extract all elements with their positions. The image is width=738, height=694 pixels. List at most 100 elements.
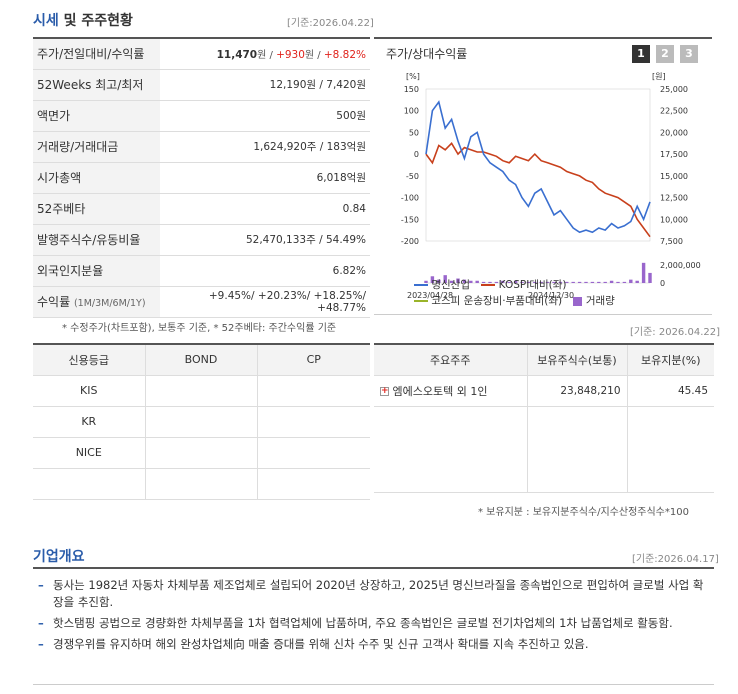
quote-label: 수익률 (1M/3M/6M/1Y) xyxy=(33,286,160,318)
chart-tab-2[interactable]: 2 xyxy=(656,45,674,63)
holder-name-cell[interactable]: + 엠에스오토텍 외 1인 xyxy=(374,374,528,407)
left-tick-label: 150 xyxy=(404,85,419,94)
plot-frame xyxy=(425,88,651,242)
volume-bar xyxy=(648,272,652,283)
quote-label: 주가/전일대비/수익률 xyxy=(33,38,160,70)
volume-bar xyxy=(424,280,428,283)
quote-footnote: * 수정주가(차트포함), 보통주 기준, * 52주베타: 주간수익률 기준 xyxy=(62,323,337,334)
volume-bar xyxy=(533,281,537,283)
quote-table: 주가/전일대비/수익률 11,470원 / +930원 / +8.82% 52W… xyxy=(33,37,370,318)
right-unit: [원] xyxy=(652,72,666,81)
credit-cp xyxy=(256,374,370,407)
table-row xyxy=(33,467,370,500)
quote-label: 거래량/거래대금 xyxy=(33,131,160,163)
holders-table: 주요주주 보유주식수(보통) 보유지분(%) + 엠에스오토텍 외 1인 23,… xyxy=(374,343,714,493)
volume-bar xyxy=(565,281,569,283)
holders-header-row: 주요주주 보유주식수(보통) 보유지분(%) xyxy=(374,343,714,376)
quote-label: 52주베타 xyxy=(33,193,160,225)
quote-row: 시가총액 6,018억원 xyxy=(33,162,370,194)
credit-agency: KIS xyxy=(33,374,146,407)
volume-bar xyxy=(641,262,646,283)
left-tick-label: 50 xyxy=(409,128,419,137)
volume-bar xyxy=(577,281,582,283)
company-overview: – 동사는 1982년 자동차 차체부품 제조업체로 설립되어 2020년 상장하… xyxy=(33,567,714,685)
list-item: – 동사는 1982년 자동차 차체부품 제조업체로 설립되어 2020년 상장하… xyxy=(38,578,704,609)
volume-bar xyxy=(609,280,614,283)
right-tick-label: 17,500 xyxy=(660,150,688,159)
credit-agency: NICE xyxy=(33,436,146,469)
credit-cp xyxy=(256,467,370,500)
legend-volume[interactable]: 거래량 xyxy=(573,295,615,307)
credit-header: BOND xyxy=(144,343,258,376)
expand-icon[interactable]: + xyxy=(380,386,389,396)
holders-header: 보유주식수(보통) xyxy=(526,343,628,376)
list-item: – 핫스탬핑 공법으로 경량화한 차체부품을 1차 협력업체에 납품하며, 주요 … xyxy=(38,616,673,630)
volume-bar xyxy=(462,279,467,283)
empty-cell xyxy=(526,405,628,493)
volume-bar xyxy=(520,281,524,283)
stock-return-line xyxy=(425,100,651,234)
left-tick-label: -200 xyxy=(401,237,419,246)
quote-label: 52Weeks 최고/최저 xyxy=(33,69,160,101)
quote-value: 1,624,920주 / 183억원 xyxy=(160,131,370,163)
chart-legend: 명신산업 KOSPI대비(좌) 코스피 운송장비·부품대비(좌) 거래량 xyxy=(414,277,712,309)
kospi-relative-line xyxy=(425,141,651,238)
chart-tab-1[interactable]: 1 xyxy=(632,45,650,63)
quote-row: 발행주식수/유동비율 52,470,133주 / 54.49% xyxy=(33,224,370,256)
volume-tick-label: 2,000,000 xyxy=(660,261,701,270)
quote-row: 거래량/거래대금 1,624,920주 / 183억원 xyxy=(33,131,370,163)
empty-cell xyxy=(626,405,714,493)
dash-icon: – xyxy=(38,578,44,592)
left-tick-label: 100 xyxy=(404,107,419,116)
quote-label: 발행주식수/유동비율 xyxy=(33,224,160,256)
quote-value: 6,018억원 xyxy=(160,162,370,194)
holders-header: 보유지분(%) xyxy=(626,343,714,376)
legend-sector[interactable]: 코스피 운송장비·부품대비(좌) xyxy=(414,295,562,307)
volume-bar xyxy=(475,280,479,283)
dash-icon: – xyxy=(38,616,44,630)
quote-value: 12,190원 / 7,420원 xyxy=(160,69,370,101)
company-title: 기업개요 xyxy=(33,549,85,565)
quote-value: 500원 xyxy=(160,100,370,132)
legend-stock[interactable]: 명신산업 xyxy=(414,279,470,291)
company-date: [기준:2026.04.17] xyxy=(632,554,719,565)
credit-table: 신용등급 BOND CP KIS KR NICE xyxy=(33,343,370,500)
list-item: – 경쟁우위를 유지하며 해외 완성차업체向 매출 증대를 위해 신차 수주 및 … xyxy=(38,637,589,651)
empty-cell xyxy=(374,405,528,493)
quote-value: 0.84 xyxy=(160,193,370,225)
volume-bar xyxy=(507,281,511,283)
holder-shares: 23,848,210 xyxy=(526,374,628,407)
quote-date: [기준:2026.04.22] xyxy=(287,18,374,29)
chart-svg: [%] [원] 150 100 50 0 -50 -100 -150 -200 25,000 2… xyxy=(401,72,701,299)
legend-kospi[interactable]: KOSPI대비(좌) xyxy=(481,279,567,291)
credit-header-row: 신용등급 BOND CP xyxy=(33,343,370,376)
table-row xyxy=(374,405,714,493)
volume-bar xyxy=(545,281,550,283)
quote-label: 시가총액 xyxy=(33,162,160,194)
left-tick-label: 0 xyxy=(414,150,419,159)
dash-icon: – xyxy=(38,637,44,651)
table-row: NICE xyxy=(33,436,370,469)
volume-bar xyxy=(558,281,563,283)
right-tick-label: 15,000 xyxy=(660,172,688,181)
quote-value: 11,470원 / +930원 / +8.82% xyxy=(160,38,370,70)
quote-value: 6.82% xyxy=(160,255,370,287)
x-label-start: 2023/04/28 xyxy=(407,291,453,299)
credit-bond xyxy=(144,405,258,438)
table-row: KIS xyxy=(33,374,370,407)
holders-footnote: * 보유지분 : 보유지분주식수/지수산정주식수*100 xyxy=(478,507,689,518)
credit-bond xyxy=(144,436,258,469)
volume-bar xyxy=(622,281,627,283)
quote-row: 52Weeks 최고/최저 12,190원 / 7,420원 xyxy=(33,69,370,101)
volume-bar xyxy=(603,281,607,283)
chart-tab-3[interactable]: 3 xyxy=(680,45,698,63)
table-row: KR xyxy=(33,405,370,438)
quote-row: 수익률 (1M/3M/6M/1Y) +9.45%/ +20.23%/ +18.2… xyxy=(33,286,370,318)
volume-bar xyxy=(539,281,543,283)
volume-bar xyxy=(430,276,435,283)
volume-bar xyxy=(571,281,575,283)
credit-header: CP xyxy=(256,343,370,376)
volume-bar xyxy=(635,280,639,283)
holder-pct: 45.45 xyxy=(626,374,714,407)
holders-date: [기준: 2026.04.22] xyxy=(630,327,721,338)
